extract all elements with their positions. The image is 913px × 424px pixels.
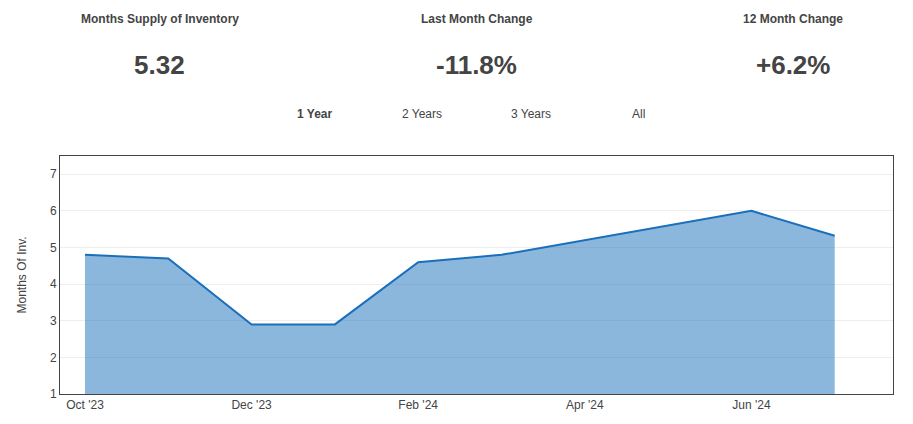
svg-text:Oct '23: Oct '23 bbox=[66, 398, 104, 412]
svg-text:Last Month Change: Last Month Change bbox=[421, 12, 533, 26]
svg-text:Months Of Inv.: Months Of Inv. bbox=[15, 236, 29, 313]
svg-text:Dec '23: Dec '23 bbox=[231, 398, 272, 412]
svg-text:7: 7 bbox=[50, 167, 57, 181]
svg-text:-11.8%: -11.8% bbox=[436, 50, 517, 80]
svg-text:4: 4 bbox=[50, 277, 57, 291]
svg-text:5.32: 5.32 bbox=[134, 50, 185, 80]
svg-text:All: All bbox=[632, 107, 645, 121]
svg-text:Months Supply of Inventory: Months Supply of Inventory bbox=[81, 12, 239, 26]
svg-text:Jun '24: Jun '24 bbox=[732, 398, 771, 412]
svg-text:+6.2%: +6.2% bbox=[756, 50, 830, 80]
svg-text:2: 2 bbox=[50, 351, 57, 365]
svg-text:2 Years: 2 Years bbox=[402, 107, 442, 121]
svg-text:Feb '24: Feb '24 bbox=[398, 398, 438, 412]
svg-text:6: 6 bbox=[50, 204, 57, 218]
svg-text:1 Year: 1 Year bbox=[297, 107, 332, 121]
svg-text:3 Years: 3 Years bbox=[511, 107, 551, 121]
svg-text:5: 5 bbox=[50, 241, 57, 255]
svg-text:Apr '24: Apr '24 bbox=[566, 398, 604, 412]
svg-text:12 Month Change: 12 Month Change bbox=[743, 12, 843, 26]
svg-text:1: 1 bbox=[50, 387, 57, 401]
svg-text:3: 3 bbox=[50, 314, 57, 328]
